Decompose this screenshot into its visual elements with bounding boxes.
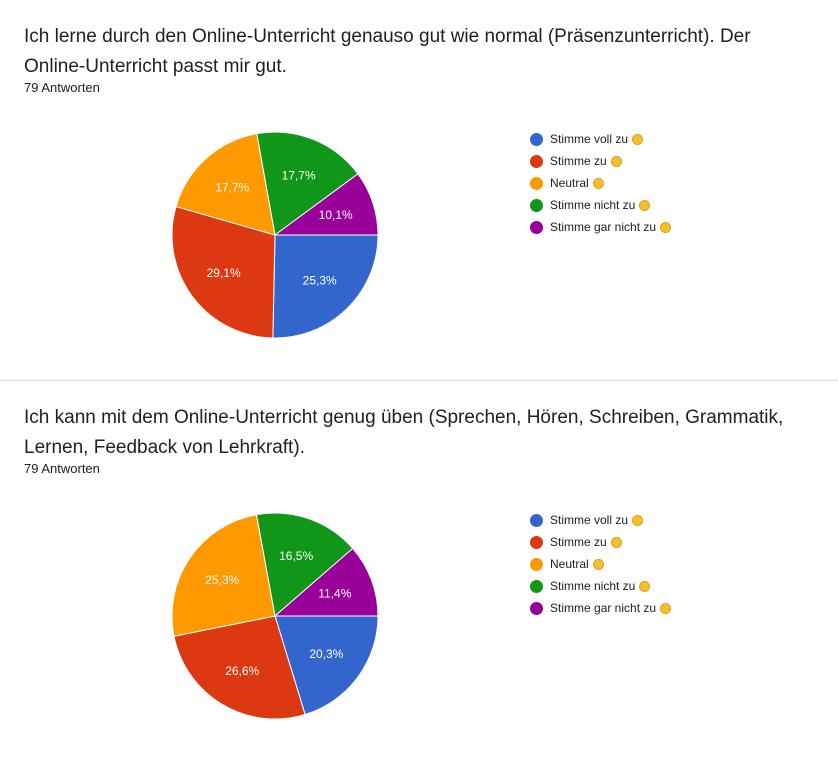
slice-data-label: 16,5% [279,549,313,563]
section-divider [0,380,838,381]
pie-slice[interactable] [272,234,379,339]
legend-swatch [530,579,543,593]
pie-slice[interactable] [274,615,379,716]
pie-slice[interactable] [171,205,276,339]
pie-chart: 20,3% 26,6% 25,3% 16,5% 11,4% [171,512,379,720]
response-count: 79 Antworten [24,80,100,95]
legend-swatch [530,535,543,549]
neutral-face-icon [592,558,604,570]
slightly-smiling-face-icon [610,536,622,548]
legend-label: Stimme gar nicht zu [550,601,657,615]
legend-label: Stimme zu [550,535,607,549]
grinning-face-icon [632,514,644,526]
slice-data-label: 25,3% [303,274,337,288]
legend-label: Stimme nicht zu [550,579,636,593]
legend-label: Stimme gar nicht zu [550,220,657,234]
question-title: Ich lerne durch den Online-Unterricht ge… [24,26,751,77]
question-card: Ich lerne durch den Online-Unterricht ge… [24,26,751,339]
legend-swatch [530,176,543,190]
legend-swatch [530,601,543,615]
legend-swatch [530,198,543,212]
legend-swatch [530,220,543,234]
legend-label: Neutral [550,176,589,190]
chart-legend: Stimme voll zu Stimme zu Neutral Stimme … [530,509,672,619]
pie-slice[interactable] [273,173,379,236]
slice-data-label: 29,1% [207,266,241,280]
pie-chart: 25,3% 29,1% 17,7% 17,7% 10,1% [171,131,379,339]
legend-item[interactable]: Stimme voll zu [530,509,671,531]
slice-data-label: 17,7% [215,181,249,195]
pie-slice[interactable] [171,514,276,637]
slice-data-label: 26,6% [225,664,259,678]
legend-label: Stimme voll zu [550,132,629,146]
neutral-face-icon [592,177,604,189]
legend-item[interactable]: Neutral [530,172,671,194]
pie-slice[interactable] [255,512,354,617]
grinning-face-icon [632,133,644,145]
pensive-face-icon [660,221,672,233]
legend-swatch [530,557,543,571]
question-title: Ich kann mit dem Online-Unterricht genug… [24,407,784,458]
question-card: Ich kann mit dem Online-Unterricht genug… [0,381,838,759]
legend-swatch [530,154,543,168]
pie-slice[interactable] [173,615,306,720]
pensive-face-icon [660,602,672,614]
legend-label: Stimme zu [550,154,607,168]
slightly-smiling-face-icon [610,155,622,167]
pie-slice[interactable] [256,131,359,236]
legend-item[interactable]: Stimme nicht zu [530,575,671,597]
legend-swatch [530,513,543,527]
legend-label: Stimme nicht zu [550,198,636,212]
slightly-frowning-face-icon [639,580,651,592]
slice-data-label: 11,4% [318,587,351,601]
pie-slice[interactable] [273,547,379,617]
slice-data-label: 10,1% [319,208,353,222]
legend-item[interactable]: Stimme nicht zu [530,194,671,216]
legend-item[interactable]: Stimme zu [530,531,671,553]
legend-label: Neutral [550,557,589,571]
legend-item[interactable]: Stimme zu [530,150,671,172]
slice-data-label: 25,3% [205,573,239,587]
legend-item[interactable]: Stimme gar nicht zu [530,216,672,238]
legend-item[interactable]: Stimme voll zu [530,128,671,150]
response-count: 79 Antworten [24,461,100,476]
pie-slice[interactable] [175,133,276,236]
legend-swatch [530,132,543,146]
legend-label: Stimme voll zu [550,513,629,527]
legend-item[interactable]: Stimme gar nicht zu [530,597,672,619]
chart-legend: Stimme voll zu Stimme zu Neutral Stimme … [530,128,672,238]
slice-data-label: 20,3% [309,647,343,661]
legend-item[interactable]: Neutral [530,553,671,575]
slightly-frowning-face-icon [639,199,651,211]
slice-data-label: 17,7% [282,169,316,183]
